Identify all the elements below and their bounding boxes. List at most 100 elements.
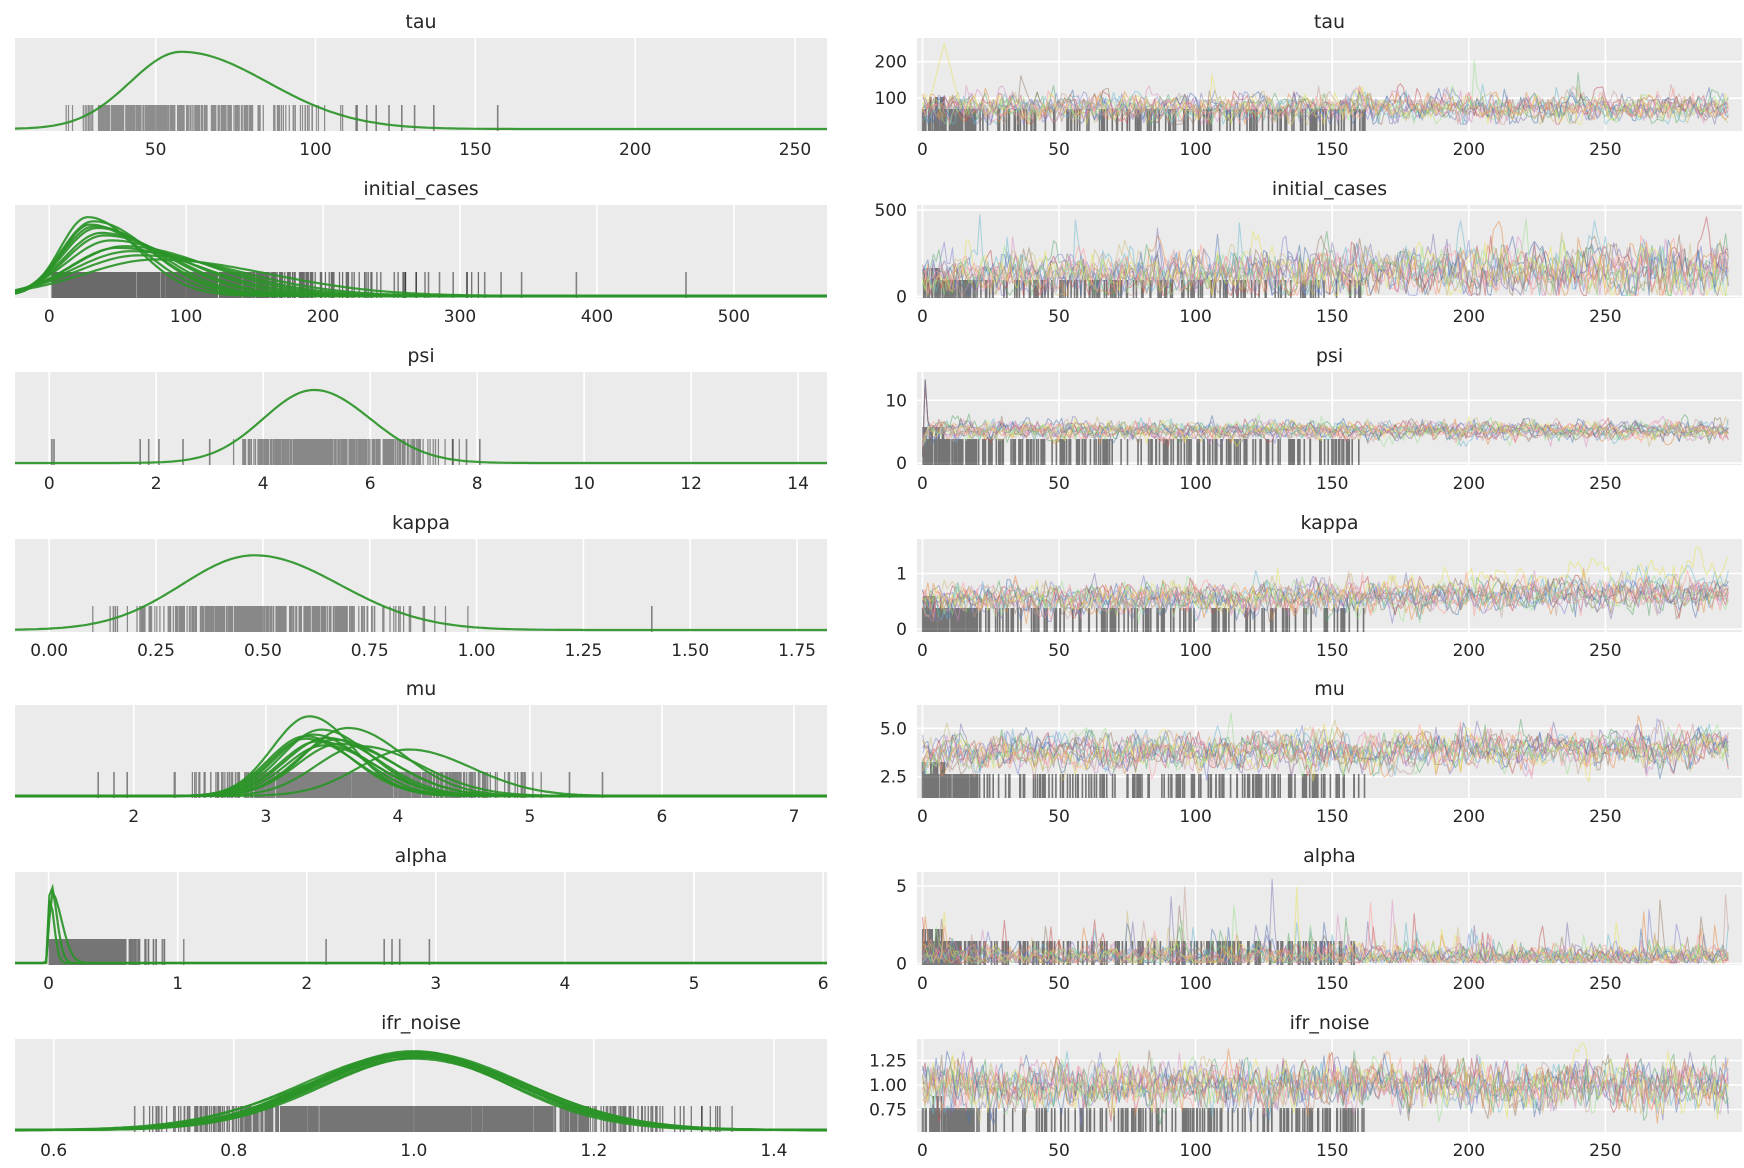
kde-curve xyxy=(15,254,827,298)
y-tick-label: 1.00 xyxy=(869,1076,907,1096)
kde-curve xyxy=(15,1057,827,1132)
kde-curve xyxy=(15,223,827,298)
x-tick-label: 0 xyxy=(44,474,55,494)
trace-chain xyxy=(921,91,1729,125)
rug xyxy=(48,939,185,965)
trace-chain xyxy=(922,72,1729,125)
trace-chain xyxy=(922,230,1729,296)
rug xyxy=(92,606,469,632)
kde-curve xyxy=(15,1050,827,1132)
trace-chain xyxy=(921,569,1729,622)
x-tick-label: 250 xyxy=(1589,307,1621,327)
x-tick-label: 200 xyxy=(307,307,339,327)
trace-chain xyxy=(922,886,1729,964)
x-tick-label: 100 xyxy=(1179,474,1211,494)
row-kappa: kappa kappa 0.00 0.25 0.50 0.75 1.00 1.25 1.50 1.… xyxy=(15,512,1742,661)
trace-chain xyxy=(922,416,1729,448)
kde-curve xyxy=(15,715,827,798)
rug-outliers xyxy=(393,272,687,298)
kde-curve xyxy=(15,245,827,298)
posterior-title-tau: tau xyxy=(405,11,436,33)
x-tick-label: 3 xyxy=(430,974,441,994)
posterior-panel-alpha xyxy=(15,872,827,965)
trace-chain xyxy=(922,721,1729,779)
kde-curve xyxy=(15,1054,827,1132)
trace-chain xyxy=(922,1052,1729,1116)
kde-curve xyxy=(15,258,827,298)
kde-curve xyxy=(15,742,827,798)
trace-chain xyxy=(922,570,1729,620)
divergence-rug xyxy=(921,97,1366,131)
x-tick-label: 0.25 xyxy=(137,641,175,661)
trace-chain xyxy=(922,878,1729,964)
x-tick-label: 0 xyxy=(917,807,928,827)
rug-outliers xyxy=(97,772,604,798)
trace-chain xyxy=(922,722,1729,780)
gridlines xyxy=(917,705,1742,798)
trace-chain xyxy=(922,233,1729,296)
trace-chain xyxy=(922,886,1729,964)
x-tick-label: 0.00 xyxy=(30,641,68,661)
trace-chain xyxy=(922,910,1729,964)
trace-panel-psi xyxy=(917,372,1742,465)
x-tick-label: 50 xyxy=(1048,1141,1070,1161)
gridlines xyxy=(52,1039,775,1132)
kde-curve xyxy=(15,1054,827,1132)
rug-outliers xyxy=(356,105,499,131)
trace-chain xyxy=(921,85,1729,125)
x-tick-label: 150 xyxy=(1316,974,1348,994)
x-tick-label: 50 xyxy=(145,140,167,160)
trace-title-mu: mu xyxy=(1314,678,1345,700)
rug xyxy=(65,105,357,131)
x-tick-label: 250 xyxy=(1589,807,1621,827)
x-tick-label: 0 xyxy=(917,307,928,327)
trace-chain xyxy=(921,570,1729,621)
x-tick-label: 100 xyxy=(1179,140,1211,160)
x-tick-label: 200 xyxy=(1453,307,1485,327)
gridlines xyxy=(917,1039,1742,1132)
x-tick-label: 14 xyxy=(787,474,809,494)
trace-chain xyxy=(921,1042,1729,1120)
posterior-title-alpha: alpha xyxy=(395,845,448,867)
x-tick-label: 0 xyxy=(917,974,928,994)
trace-chain xyxy=(921,720,1729,778)
trace-chain xyxy=(922,904,1729,964)
kde-curve xyxy=(15,388,827,465)
x-tick-label: 200 xyxy=(1453,1141,1485,1161)
trace-chain xyxy=(922,75,1729,125)
x-tick-label: 200 xyxy=(1453,807,1485,827)
trace-chain xyxy=(921,416,1729,447)
x-tick-label: 250 xyxy=(1589,474,1621,494)
row-psi: psi psi 0 2 4 6 8 10 12 14 0 50 100 150 200 250 0 10 xyxy=(15,345,1742,494)
kde-curve xyxy=(15,900,827,965)
x-tick-label: 4 xyxy=(258,474,269,494)
trace-chain xyxy=(922,729,1729,775)
kde-curve xyxy=(15,888,827,965)
trace-panel-ifr_noise xyxy=(917,1039,1742,1132)
x-tick-label: 50 xyxy=(1048,974,1070,994)
kde-curve xyxy=(15,1051,827,1132)
y-tick-label: 1 xyxy=(896,565,907,585)
trace-chain xyxy=(921,1050,1729,1126)
posterior-panel-tau xyxy=(15,38,827,131)
trace-chain xyxy=(922,718,1729,777)
trace-chain xyxy=(921,902,1729,964)
x-tick-label: 100 xyxy=(1179,974,1211,994)
trace-title-alpha: alpha xyxy=(1303,845,1356,867)
x-tick-label: 200 xyxy=(1453,140,1485,160)
x-tick-label: 0.50 xyxy=(244,641,282,661)
x-tick-label: 1 xyxy=(172,974,183,994)
y-tick-label: 200 xyxy=(875,53,907,73)
x-tick-label: 0 xyxy=(44,307,55,327)
x-tick-label: 500 xyxy=(718,307,750,327)
trace-chain xyxy=(922,727,1729,779)
trace-chain xyxy=(921,1050,1729,1125)
posterior-title-kappa: kappa xyxy=(392,512,450,534)
kde-curve xyxy=(15,745,827,798)
y-tick-label: 0 xyxy=(896,620,907,640)
trace-chain xyxy=(921,60,1729,125)
trace-chain xyxy=(921,913,1729,964)
x-tick-label: 250 xyxy=(779,140,811,160)
kde-curve xyxy=(15,1055,827,1132)
trace-chain xyxy=(922,87,1729,125)
